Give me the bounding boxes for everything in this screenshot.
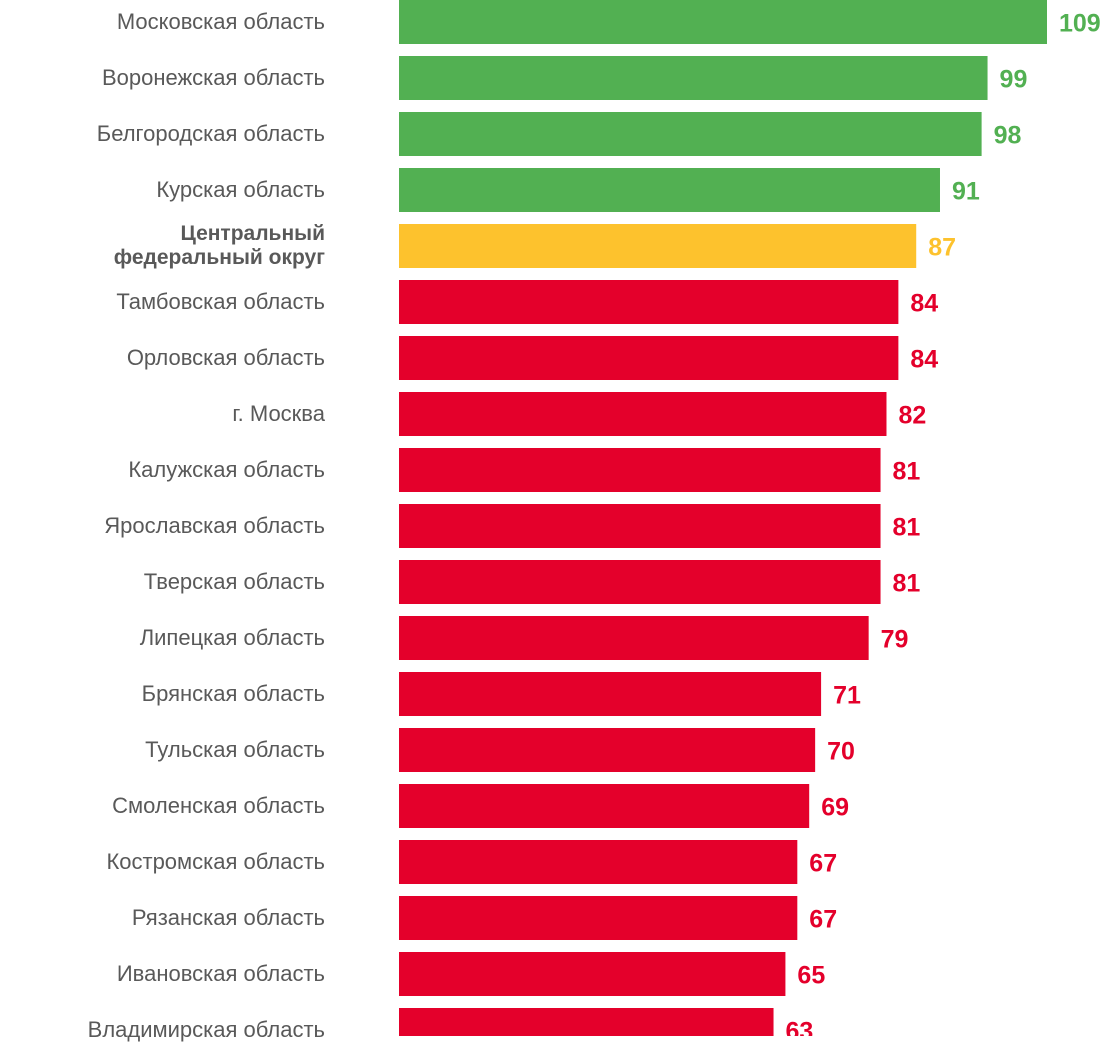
bar: [399, 896, 798, 940]
value-label: 69: [821, 794, 849, 822]
value-label: 87: [928, 234, 956, 262]
value-label: 65: [797, 962, 825, 990]
category-label: Воронежская область: [101, 65, 325, 90]
bar: [399, 952, 786, 996]
bar: [399, 728, 816, 772]
value-label: 98: [994, 122, 1022, 150]
bar: [399, 112, 982, 156]
category-label: Смоленская область: [112, 793, 325, 818]
value-label: 70: [827, 738, 855, 766]
value-label: 81: [893, 458, 921, 486]
value-label: 63: [786, 1018, 814, 1036]
bar: [399, 840, 798, 884]
value-label: 81: [893, 514, 921, 542]
category-label: Курская область: [156, 177, 325, 202]
category-label: Владимирская область: [87, 1017, 325, 1042]
category-label: Белгородская область: [96, 121, 325, 146]
bar: [399, 168, 940, 212]
bar: [399, 448, 881, 492]
bar: [399, 0, 1047, 44]
category-label: Рязанская область: [131, 905, 325, 930]
bar: [399, 224, 917, 268]
category-label: Ярославская область: [104, 513, 325, 538]
category-label: Тамбовская область: [116, 289, 325, 314]
bar: [399, 280, 899, 324]
value-label: 67: [809, 906, 837, 934]
category-label: г. Москва: [232, 401, 325, 426]
bar: [399, 392, 887, 436]
value-label: 84: [910, 346, 938, 374]
value-label: 67: [809, 850, 837, 878]
category-label: Тверская область: [143, 569, 325, 594]
value-label: 99: [1000, 66, 1028, 94]
value-label: 71: [833, 682, 861, 710]
bar: [399, 504, 881, 548]
category-label: Орловская область: [126, 345, 325, 370]
category-label: Тульская область: [145, 737, 325, 762]
category-label: Костромская область: [106, 849, 325, 874]
bar: [399, 336, 899, 380]
value-label: 82: [898, 402, 926, 430]
value-label: 79: [881, 626, 909, 654]
category-label: Липецкая область: [139, 625, 325, 650]
category-label: Калужская область: [128, 457, 325, 482]
value-label: 109: [1059, 10, 1101, 38]
category-label: Московская область: [116, 9, 325, 34]
bar: [399, 56, 988, 100]
category-label: Брянская область: [141, 681, 325, 706]
bar: [399, 672, 822, 716]
bar: [399, 560, 881, 604]
bar: [399, 616, 869, 660]
category-label: Центральный федеральный округ: [113, 222, 325, 269]
value-label: 91: [952, 178, 980, 206]
category-label: Ивановская область: [116, 961, 325, 986]
value-label: 81: [893, 570, 921, 598]
bar: [399, 1008, 774, 1036]
bar: [399, 784, 810, 828]
value-label: 84: [910, 290, 938, 318]
